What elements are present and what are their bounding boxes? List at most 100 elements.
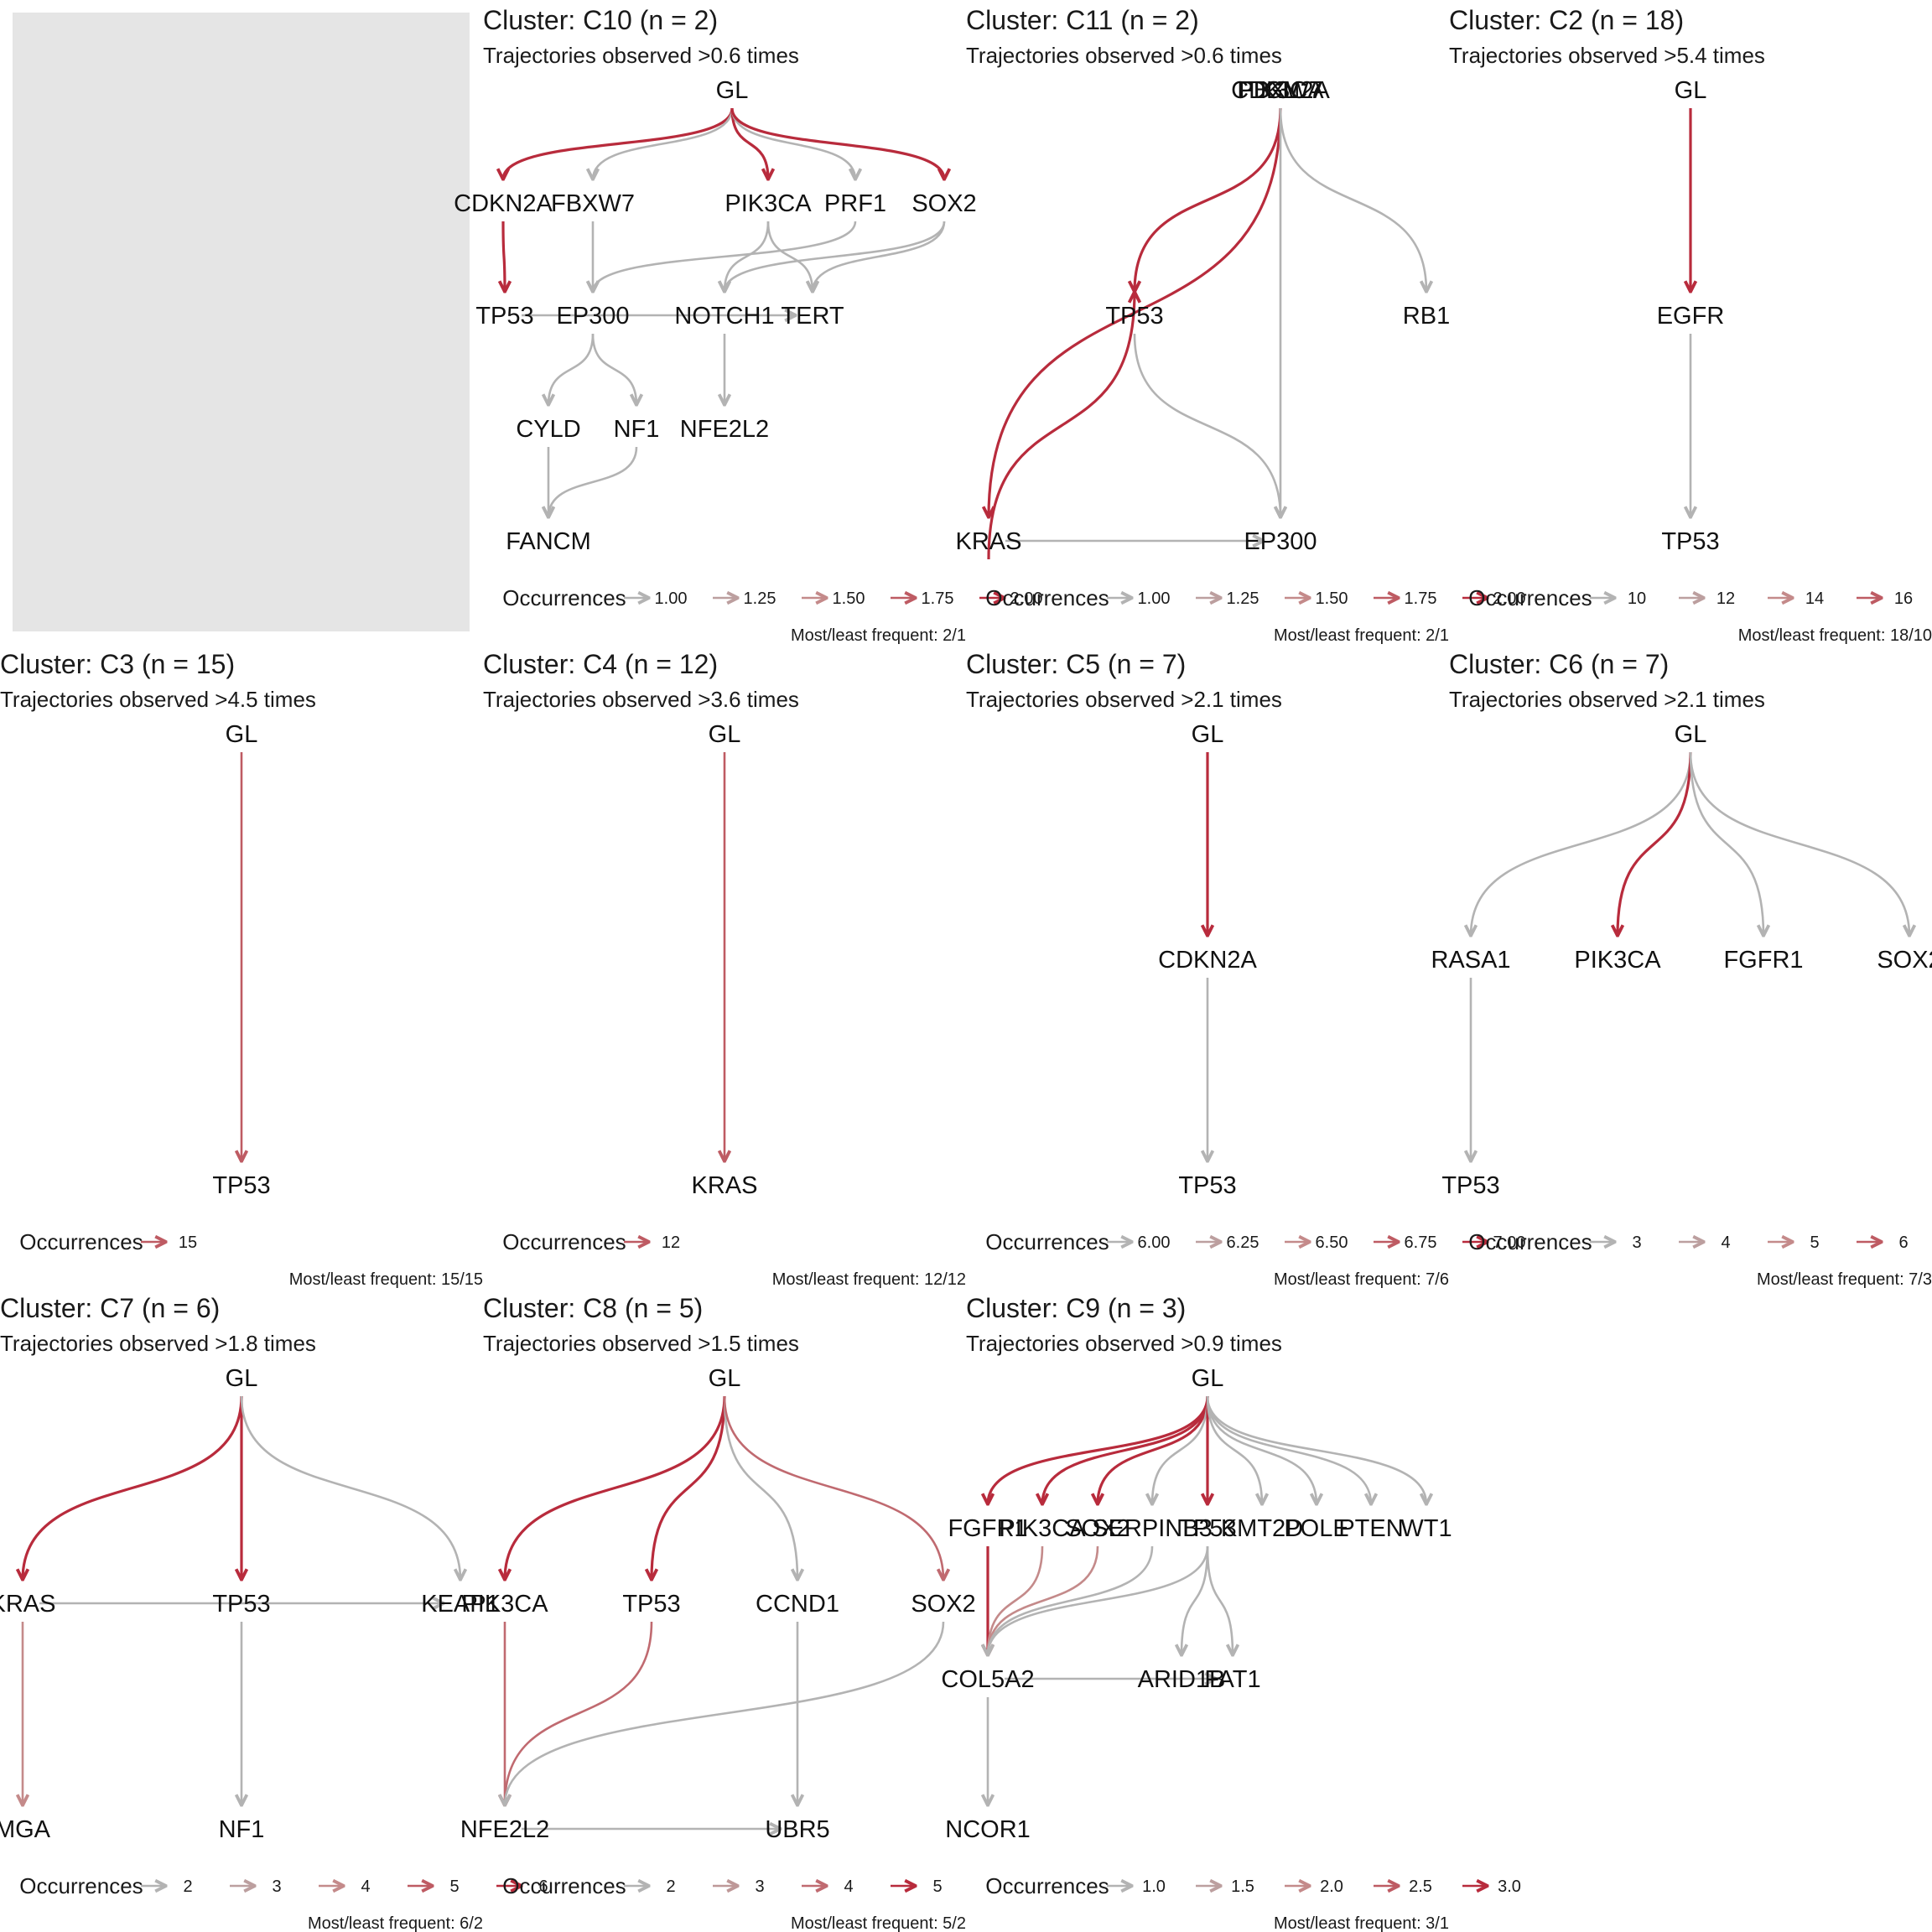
edge-gl-to-ccnd1 <box>723 1395 797 1580</box>
panel-subtitle: Trajectories observed >5.4 times <box>1449 43 1765 68</box>
node-tert: TERT <box>781 303 844 330</box>
frequency-caption: Most/least frequent: 18/10 <box>1738 626 1932 645</box>
legend-tick-label: 1.0 <box>1142 1877 1166 1896</box>
node-gl: GL <box>226 1365 258 1392</box>
node-kras: KRAS <box>692 1172 758 1199</box>
panel-title: Cluster: C2 (n = 18) <box>1449 5 1684 35</box>
legend-tick-label: 1.50 <box>1316 589 1348 608</box>
legend-tick-label: 3.0 <box>1498 1877 1521 1896</box>
edge-sox2-to-tert <box>813 221 946 292</box>
node-cdkn2a: CDKN2A <box>1158 947 1257 974</box>
node-pik3ca: PIK3CA <box>1574 947 1661 974</box>
legend-tick-label: 6.50 <box>1316 1233 1348 1252</box>
legend: Occurrences 12 <box>502 1229 680 1254</box>
node-notch1: NOTCH1 <box>674 303 774 330</box>
node-group: GL KRAS <box>692 721 758 1199</box>
legend-tick-label: 1.50 <box>833 589 865 608</box>
legend-tick-label: 7.00 <box>1493 1233 1526 1252</box>
edge-pik3ca-to-col5a2 <box>988 1545 1044 1655</box>
legend: Occurrences1012141618 <box>1468 585 1913 610</box>
panel-subtitle: Trajectories observed >1.5 times <box>483 1331 799 1356</box>
frequency-caption: Most/least frequent: 7/6 <box>1274 1270 1449 1289</box>
node-gl: GL <box>709 721 741 748</box>
node-pik3ca: PIK3CA <box>724 190 812 217</box>
panel-c7: Cluster: C7 (n = 6) Trajectories observed… <box>0 1293 548 1932</box>
panel-c4: Cluster: C4 (n = 12) Trajectories observe… <box>483 649 966 1289</box>
legend-title: Occurrences <box>1468 1229 1592 1254</box>
node-tp53: TP53 <box>212 1591 270 1618</box>
panel-title: Cluster: C5 (n = 7) <box>966 649 1186 679</box>
panel-subtitle: Trajectories observed >0.6 times <box>966 43 1282 68</box>
node-tp53: TP53 <box>475 303 533 330</box>
node-group: GL EGFR TP53 <box>1657 77 1725 555</box>
edge-sox2-to-nfe2l2 <box>505 1621 945 1805</box>
edge-gl-to-sox2 <box>723 1395 943 1580</box>
node-col5a2: COL5A2 <box>941 1666 1034 1693</box>
edge-group <box>505 1395 945 1829</box>
node-gl: GL <box>716 77 749 104</box>
edge-sox2-to-col5a2 <box>988 1545 1099 1655</box>
legend-tick-label: 12 <box>1716 589 1735 608</box>
legend-title: Occurrences <box>19 1873 143 1898</box>
legend-title: Occurrences <box>19 1229 143 1254</box>
node-fgfr1: FGFR1 <box>1723 947 1803 974</box>
edge-gl-to-prf1 <box>730 107 855 179</box>
edge-gl-to-sox2 <box>1098 1395 1209 1504</box>
legend-title: Occurrences <box>1468 585 1592 610</box>
legend: Occurrences 1.0 1.5 2.0 2.5 3.0 <box>985 1873 1521 1898</box>
legend-tick-label: 3 <box>1632 1233 1641 1252</box>
frequency-caption: Most/least frequent: 5/2 <box>791 1914 966 1932</box>
edge-gl-to-pik3ca <box>1618 751 1692 936</box>
node-fgfr1: FGFR1 <box>948 1515 1027 1542</box>
panel-c8: Cluster: C8 (n = 5) Trajectories observed… <box>460 1293 976 1932</box>
empty-panel-placeholder <box>13 13 470 631</box>
node-arid1b: ARID1B <box>1138 1666 1226 1693</box>
edge-pik3ca-to-notch1 <box>724 221 770 292</box>
node-tp53: TP53 <box>1661 528 1719 555</box>
edge-gl-to-keap1 <box>240 1395 460 1580</box>
edge-gl-to-cdkn2a <box>503 107 734 179</box>
legend: Occurrences 1.00 1.25 1.50 1.75 2.00 <box>502 585 1042 610</box>
edge-ep300-to-nf1 <box>591 333 636 405</box>
node-serpinb3: SERPINB3 <box>1092 1515 1212 1542</box>
legend-tick-label: 12 <box>662 1233 680 1252</box>
edge-gl-to-pik3ca <box>730 107 768 179</box>
panel-title: Cluster: C9 (n = 3) <box>966 1293 1186 1323</box>
node-gl: GL <box>226 721 258 748</box>
node-ep300: EP300 <box>1244 528 1317 555</box>
frequency-caption: Most/least frequent: 2/1 <box>791 626 966 645</box>
edge-sox2-to-notch1 <box>724 221 946 292</box>
legend-tick-label: 4 <box>361 1877 370 1896</box>
node-tp53: TP53 <box>1178 1515 1236 1542</box>
panel-subtitle: Trajectories observed >0.9 times <box>966 1331 1282 1356</box>
edge-gl-to-fgfr1 <box>988 1395 1209 1504</box>
legend-tick-label: 6 <box>1898 1233 1908 1252</box>
panel-c2: Cluster: C2 (n = 18) Trajectories observe… <box>1449 5 1932 645</box>
node-nfe2l2: NFE2L2 <box>460 1816 549 1843</box>
edge-tp53-to-arid1b <box>1182 1545 1209 1655</box>
legend-tick-label: 1.00 <box>655 589 688 608</box>
node-group: GL KRAS TP53 KEAP1 MGA NF1 <box>0 1365 500 1843</box>
panel-subtitle: Trajectories observed >0.6 times <box>483 43 799 68</box>
edge-gl-to-rasa1 <box>1471 751 1692 936</box>
node-fat1: FAT1 <box>1204 1666 1260 1693</box>
legend-tick-label: 1.25 <box>1227 589 1259 608</box>
node-egfr: EGFR <box>1657 303 1725 330</box>
node-fbxw7: FBXW7 <box>1239 77 1322 104</box>
panel-c3: Cluster: C3 (n = 15) Trajectories observe… <box>0 649 483 1289</box>
node-cyld: CYLD <box>516 416 580 443</box>
legend: Occurrences 15 <box>19 1229 197 1254</box>
node-mga: MGA <box>0 1816 51 1843</box>
node-pik3ca: PIK3CA <box>461 1591 548 1618</box>
legend-tick-label: 6.75 <box>1405 1233 1437 1252</box>
node-gl: GL <box>1192 1365 1224 1392</box>
node-wt1: WT1 <box>1400 1515 1452 1542</box>
legend-tick-label: 2.00 <box>1010 589 1043 608</box>
legend-tick-label: 1.5 <box>1231 1877 1254 1896</box>
edge-kras-to-tp53 <box>987 292 1135 560</box>
panel-c11: Cluster: C11 (n = 2) Trajectories observe… <box>956 5 1526 645</box>
node-gl: GL <box>1265 77 1297 104</box>
legend-tick-label: 2.5 <box>1409 1877 1432 1896</box>
